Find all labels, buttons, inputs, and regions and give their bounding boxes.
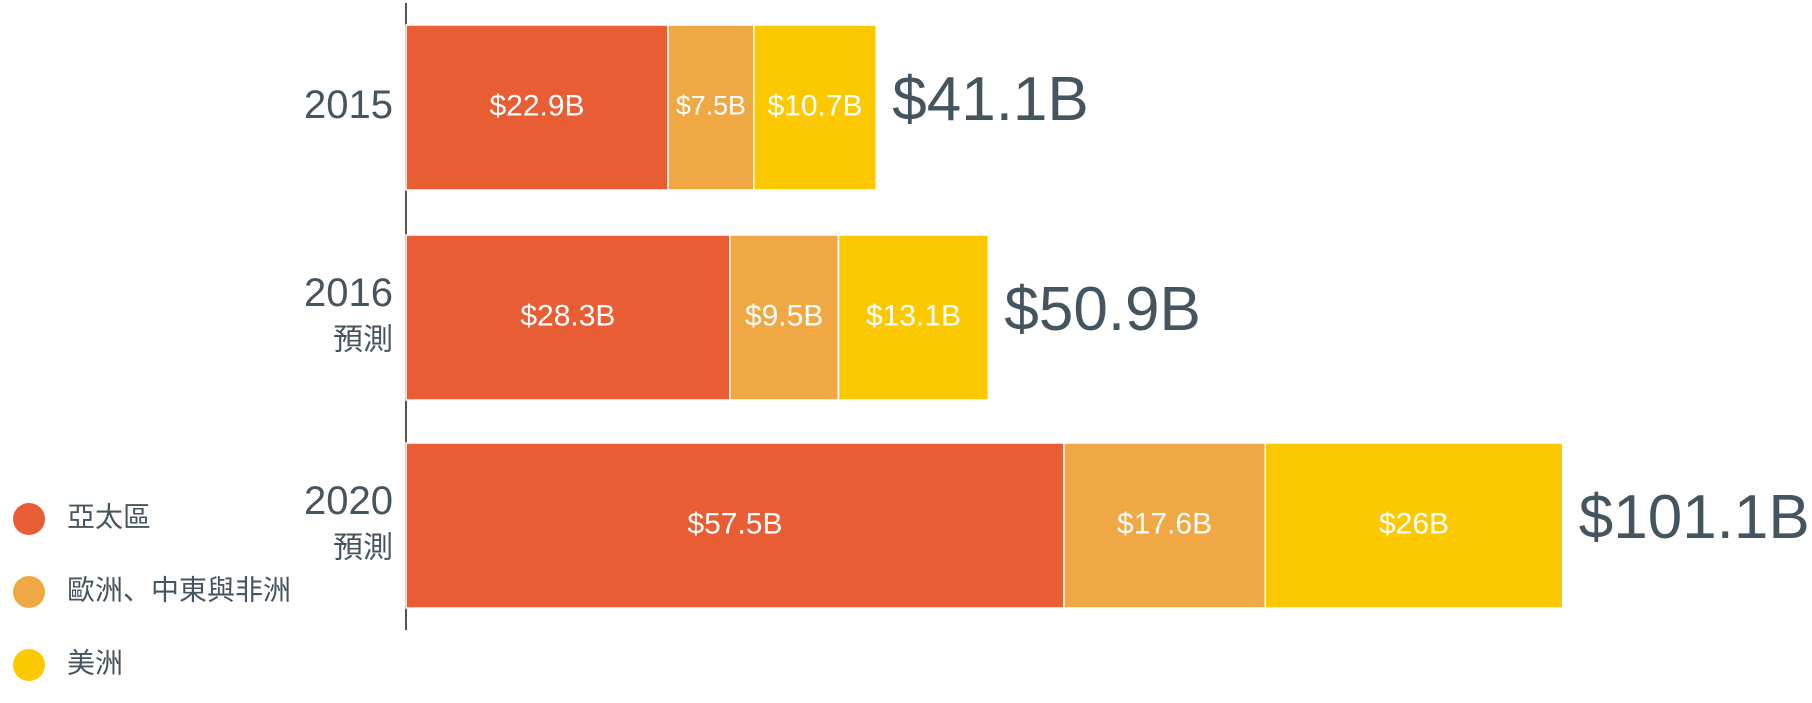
legend-marker	[13, 503, 45, 535]
legend-label: 美洲	[67, 647, 123, 678]
value-label: $26B	[1379, 507, 1449, 540]
total-label: $41.1B	[892, 65, 1089, 134]
bar-segment	[753, 24, 878, 191]
value-label: $22.9B	[489, 89, 584, 122]
category-sublabel: 預測	[333, 531, 393, 564]
bar-segment	[1264, 442, 1564, 609]
category-sublabel: 預測	[333, 323, 393, 356]
bar-segment	[1063, 442, 1267, 609]
value-label: $17.6B	[1117, 507, 1212, 540]
bar-segment	[405, 24, 669, 191]
value-label: $28.3B	[520, 299, 615, 332]
legend-label: 亞太區	[67, 501, 151, 532]
legend-label: 歐洲、中東與非洲	[67, 574, 291, 605]
value-label: $57.5B	[687, 507, 782, 540]
legend-marker	[13, 576, 45, 608]
value-label: $7.5B	[676, 91, 746, 121]
category-label: 2020	[304, 479, 393, 523]
value-label: $10.7B	[767, 89, 862, 122]
value-label: $13.1B	[866, 299, 961, 332]
category-label: 2015	[304, 83, 393, 127]
total-label: $101.1B	[1579, 483, 1810, 552]
bar-segment	[837, 234, 990, 401]
legend-marker	[13, 649, 45, 681]
bar-segment	[667, 24, 755, 191]
category-label: 2016	[304, 271, 393, 315]
total-label: $50.9B	[1004, 275, 1201, 344]
value-label: $9.5B	[745, 299, 823, 332]
